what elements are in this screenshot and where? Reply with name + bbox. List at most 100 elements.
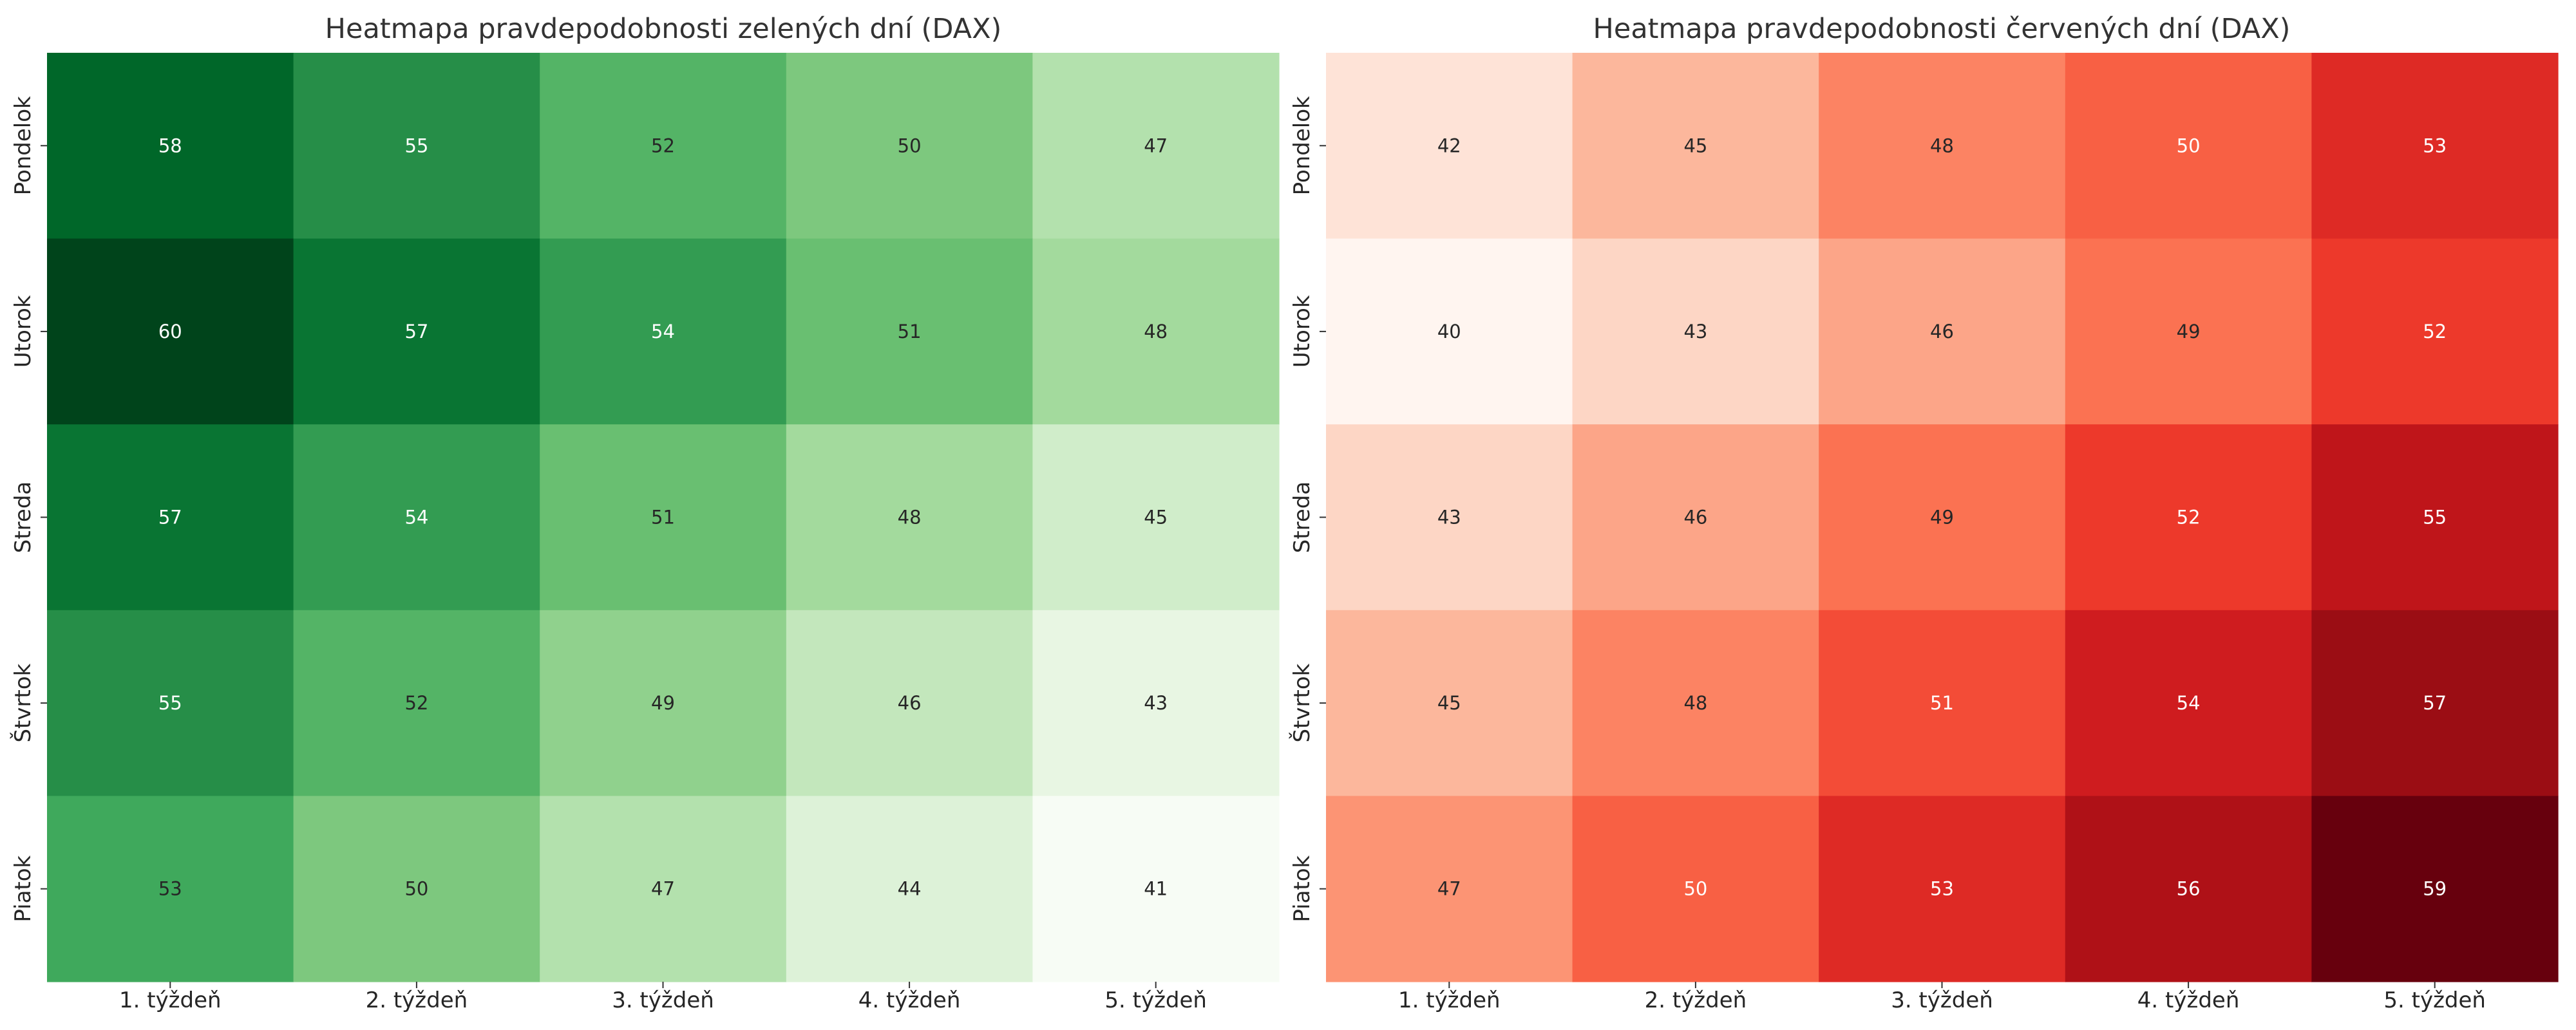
green-heatmap-value-label: 43 <box>1144 692 1168 714</box>
green-heatmap-cell <box>293 424 540 611</box>
red-heatmap-value-label: 49 <box>1930 507 1954 529</box>
red-heatmap-value-label: 57 <box>2423 692 2447 714</box>
green-heatmap-chart: 58 55 52 50 47 60 57 54 51 48 57 54 51 48 45 55 52 49 46 43… <box>10 53 1280 1013</box>
green-heatmap-value-label: 48 <box>1144 321 1168 342</box>
green-heatmap-cell <box>1032 53 1280 239</box>
red-heatmap-value-label: 52 <box>2177 507 2201 529</box>
green-heatmap-cell <box>540 796 787 982</box>
green-heatmap-value-label: 52 <box>404 692 428 714</box>
red-heatmap-cell <box>1572 238 1819 425</box>
red-heatmap-value-label: 46 <box>1930 321 1954 342</box>
green-heatmap-cell <box>1032 796 1280 982</box>
green-heatmap-value-label: 41 <box>1144 878 1168 900</box>
red-heatmap-value-label: 56 <box>2177 878 2201 900</box>
red-heatmap-value-label: 42 <box>1437 135 1461 156</box>
green-heatmap-cell <box>540 610 787 796</box>
green-heatmap-cells <box>47 53 1280 982</box>
red-heatmap-title: Heatmapa pravdepodobnosti červených dní … <box>1593 13 2291 45</box>
green-heatmap-value-label: 51 <box>898 321 922 342</box>
green-y-tick-label: Štvrtok <box>10 663 36 742</box>
red-heatmap-value-label: 55 <box>2423 507 2447 529</box>
green-heatmap-cell <box>47 53 294 239</box>
green-heatmap-cell <box>786 53 1033 239</box>
red-heatmap-value-label: 49 <box>2177 321 2201 342</box>
red-y-tick-label: Utorok <box>1289 295 1315 368</box>
red-heatmap-value-label: 50 <box>1683 878 1707 900</box>
red-heatmap-cell <box>1572 53 1819 239</box>
red-x-tick-label: 5. týždeň <box>2383 988 2486 1013</box>
red-heatmap-cell <box>1819 424 2066 611</box>
green-heatmap-value-label: 54 <box>404 507 428 529</box>
red-heatmap-cell <box>2311 796 2559 982</box>
green-heatmap-cell <box>786 610 1033 796</box>
red-heatmap-cell <box>2065 238 2312 425</box>
green-heatmap-cell <box>47 424 294 611</box>
green-heatmap-value-label: 55 <box>158 692 182 714</box>
red-y-tick-label: Pondelok <box>1289 96 1315 195</box>
green-heatmap-cell <box>786 424 1033 611</box>
green-heatmap-value-label: 50 <box>404 878 428 900</box>
red-heatmap-value-label: 40 <box>1437 321 1461 342</box>
green-heatmap-cell <box>1032 610 1280 796</box>
green-heatmap-value-label: 44 <box>898 878 922 900</box>
green-heatmap-cell <box>540 238 787 425</box>
red-heatmap-cell <box>1326 238 1573 425</box>
green-x-tick-label: 2. týždeň <box>366 988 468 1013</box>
red-heatmap-cell <box>2065 610 2312 796</box>
red-heatmap-cell <box>1326 796 1573 982</box>
red-heatmap-value-label: 48 <box>1683 692 1707 714</box>
red-heatmap-cell <box>1326 53 1573 239</box>
green-heatmap-value-label: 47 <box>1144 135 1168 156</box>
red-heatmap-cell <box>2311 238 2559 425</box>
red-heatmap-value-label: 43 <box>1683 321 1707 342</box>
green-heatmap-value-label: 49 <box>651 692 675 714</box>
green-y-tick-label: Piatok <box>10 855 36 922</box>
green-heatmap-cell <box>47 238 294 425</box>
green-heatmap-value-label: 45 <box>1144 507 1168 529</box>
green-x-tick-label: 3. týždeň <box>612 988 714 1013</box>
red-heatmap-value-label: 59 <box>2423 878 2447 900</box>
red-heatmap-cells <box>1326 53 2559 982</box>
green-heatmap-cell <box>786 238 1033 425</box>
red-heatmap-value-label: 46 <box>1683 507 1707 529</box>
red-heatmap-cell <box>2065 53 2312 239</box>
red-x-tick-label: 2. týždeň <box>1645 988 1747 1013</box>
red-heatmap-value-label: 45 <box>1683 135 1707 156</box>
red-heatmap-cell <box>2065 796 2312 982</box>
green-x-tick-label: 4. týždeň <box>858 988 961 1013</box>
green-heatmap-cell <box>1032 238 1280 425</box>
green-heatmap-cell <box>1032 424 1280 611</box>
green-x-tick-label: 5. týždeň <box>1104 988 1207 1013</box>
green-heatmap-cell <box>293 53 540 239</box>
red-heatmap-cell <box>2065 424 2312 611</box>
green-heatmap-value-label: 51 <box>651 507 675 529</box>
red-heatmap-value-label: 43 <box>1437 507 1461 529</box>
red-heatmap-cell <box>1572 610 1819 796</box>
red-heatmap-cell <box>1819 53 2066 239</box>
green-heatmap-value-label: 58 <box>158 135 182 156</box>
red-heatmap-value-label: 45 <box>1437 692 1461 714</box>
green-heatmap-cell <box>293 796 540 982</box>
red-heatmap-cell <box>2311 53 2559 239</box>
green-heatmap-cell <box>47 796 294 982</box>
red-y-tick-label: Streda <box>1289 482 1315 553</box>
red-heatmap-cell <box>2311 424 2559 611</box>
red-heatmap-value-label: 53 <box>2423 135 2447 156</box>
red-x-tick-label: 4. týždeň <box>2137 988 2240 1013</box>
red-heatmap-cell <box>2311 610 2559 796</box>
red-heatmap-cell <box>1819 610 2066 796</box>
red-heatmap-cell <box>1819 238 2066 425</box>
red-heatmap-cell <box>1819 796 2066 982</box>
green-heatmap-value-label: 60 <box>158 321 182 342</box>
red-heatmap-value-label: 48 <box>1930 135 1954 156</box>
red-heatmap-cell <box>1326 424 1573 611</box>
red-x-tick-label: 1. týždeň <box>1398 988 1501 1013</box>
green-y-tick-label: Utorok <box>10 295 36 368</box>
red-heatmap-cell <box>1572 796 1819 982</box>
red-y-tick-label: Piatok <box>1289 855 1315 922</box>
green-heatmap-value-label: 55 <box>404 135 428 156</box>
green-heatmap-value-label: 46 <box>898 692 922 714</box>
green-heatmap-value-label: 52 <box>651 135 675 156</box>
red-heatmap-value-label: 52 <box>2423 321 2447 342</box>
